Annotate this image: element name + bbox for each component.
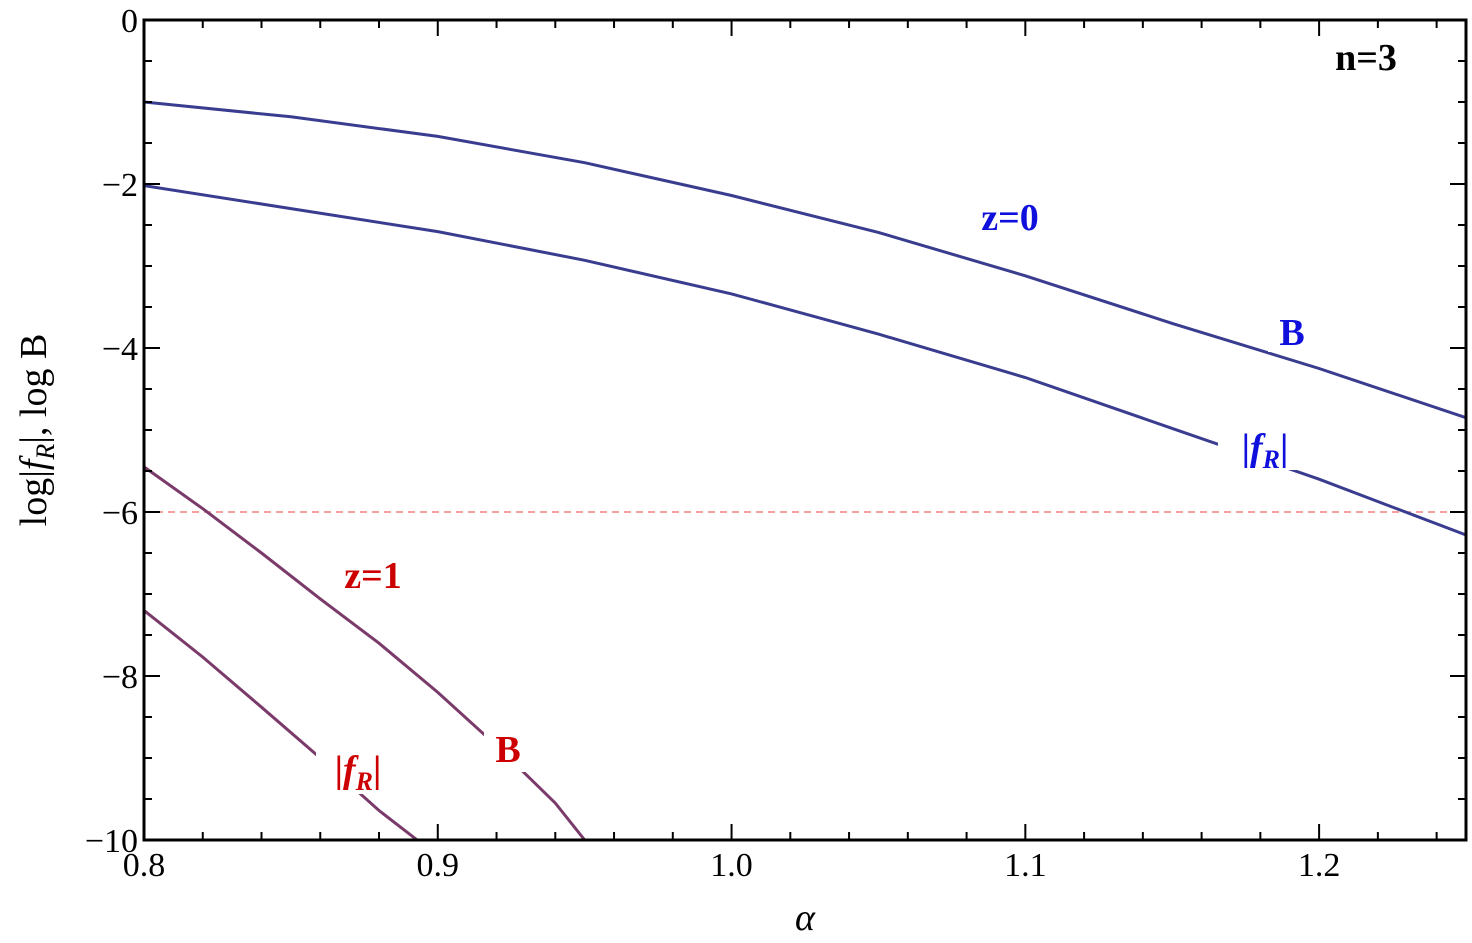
z0-label: z=0	[981, 197, 1039, 239]
y-axis-title-suffix: |, log B	[13, 334, 55, 444]
label-knockout	[316, 736, 402, 794]
x-tick-label: 0.9	[417, 847, 460, 884]
series-line-z1-fr	[144, 609, 419, 840]
y-tick-label: −6	[102, 495, 138, 532]
z1-label: z=1	[344, 555, 402, 597]
x-tick-label: 1.2	[1298, 847, 1341, 884]
z0-fr-label: |fR|	[1242, 427, 1289, 474]
x-axis-title: α	[795, 897, 816, 939]
x-tick-label: 1.1	[1004, 847, 1047, 884]
n-label: n=3	[1335, 37, 1397, 79]
z1-fr-label: |fR|	[335, 749, 382, 796]
series-line-z1-b	[144, 465, 586, 840]
label-knockout	[1268, 306, 1314, 352]
y-axis-title: log|fR|, log B	[13, 334, 60, 527]
y-tick-label: −2	[102, 167, 138, 204]
label-knockout	[484, 724, 532, 772]
y-tick-label: −10	[85, 823, 138, 860]
y-axis-title-prefix: log|	[13, 470, 55, 526]
y-tick-label: 0	[121, 3, 138, 40]
y-axis-title-sub: R	[31, 444, 60, 461]
z0-b-label: B	[1279, 312, 1304, 354]
series-line-z0-fr	[144, 184, 1466, 537]
x-tick-labels: 0.8 0.9 1.0 1.1 1.2	[123, 847, 1341, 884]
x-tick-label: 0.8	[123, 847, 166, 884]
x-tick-label: 1.0	[710, 847, 753, 884]
z1-b-label: B	[495, 729, 520, 771]
y-tick-labels: 0 −2 −4 −6 −8 −10	[85, 3, 138, 860]
plot-frame	[142, 18, 1468, 842]
label-knockout	[1218, 416, 1310, 470]
y-tick-label: −8	[102, 659, 138, 696]
series-line-z0-b	[144, 100, 1466, 420]
y-tick-label: −4	[102, 331, 138, 368]
